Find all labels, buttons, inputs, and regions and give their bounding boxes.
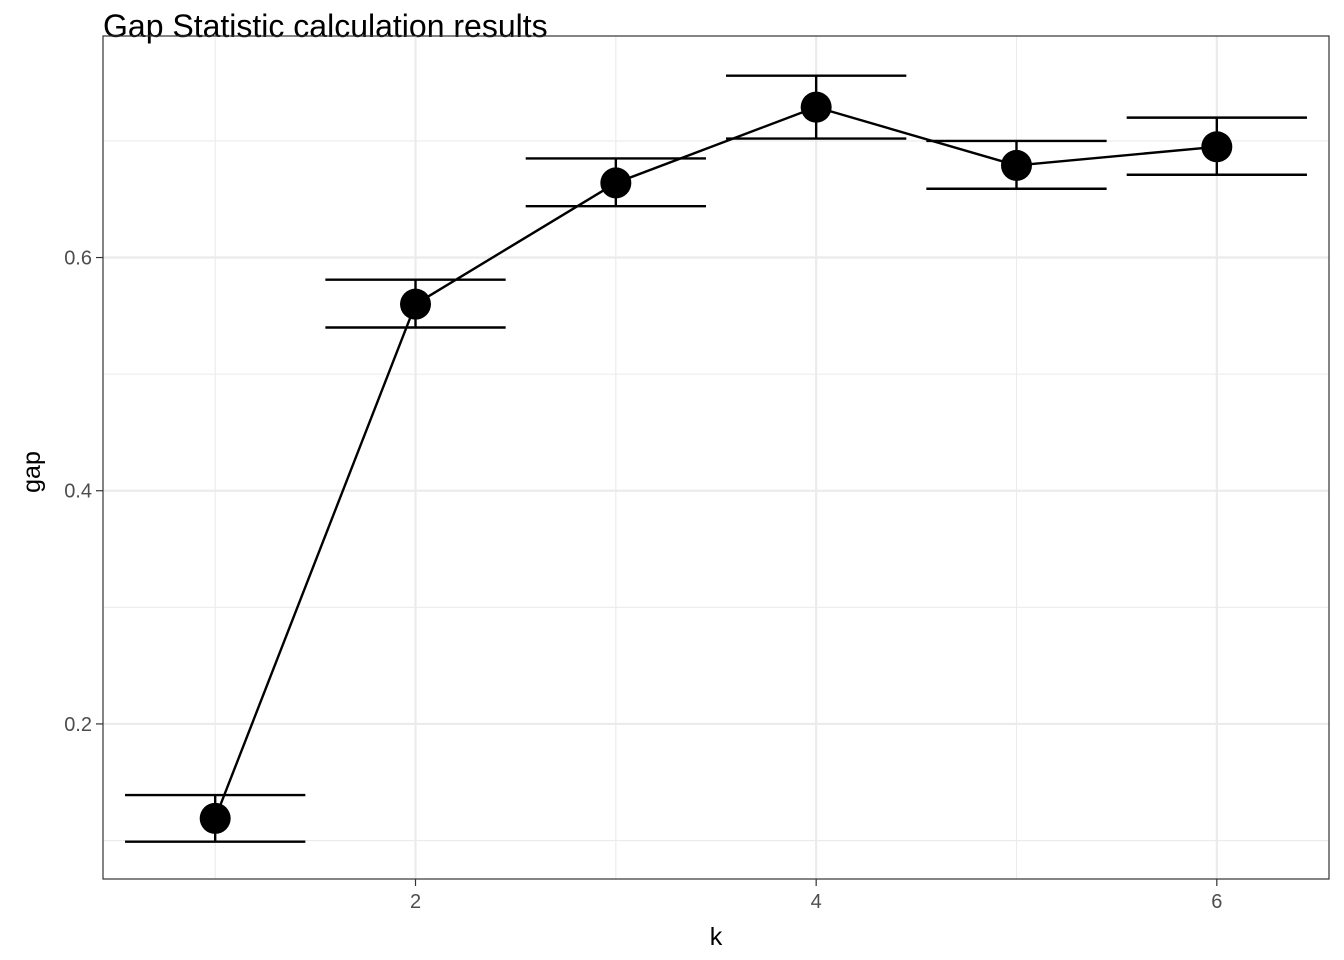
x-tick-label: 6 (1211, 891, 1222, 913)
y-tick-label: 0.6 (64, 248, 92, 270)
y-axis-title: gap (18, 451, 46, 493)
major-gridlines (103, 36, 1329, 879)
series-layer (125, 74, 1307, 843)
gap-data-point (600, 167, 632, 199)
y-tick-label: 0.4 (64, 481, 92, 503)
minor-gridlines (103, 36, 1329, 879)
gap-series-line (214, 105, 1217, 819)
gap-data-point (800, 91, 832, 123)
gap-data-point (1201, 131, 1233, 163)
x-tick-label: 4 (811, 891, 822, 913)
x-axis-title: k (710, 923, 723, 951)
chart-title: Gap Statistic calculation results (103, 8, 548, 44)
x-tick-label: 2 (410, 891, 421, 913)
panel-border (102, 35, 1330, 880)
gap-data-point (400, 288, 432, 320)
gap-data-point (1000, 149, 1032, 181)
y-tick-label: 0.2 (64, 714, 92, 736)
axis-ticks: 2 4 6 0.2 0.4 0.6 (64, 248, 1222, 913)
gap-data-point (199, 802, 231, 834)
